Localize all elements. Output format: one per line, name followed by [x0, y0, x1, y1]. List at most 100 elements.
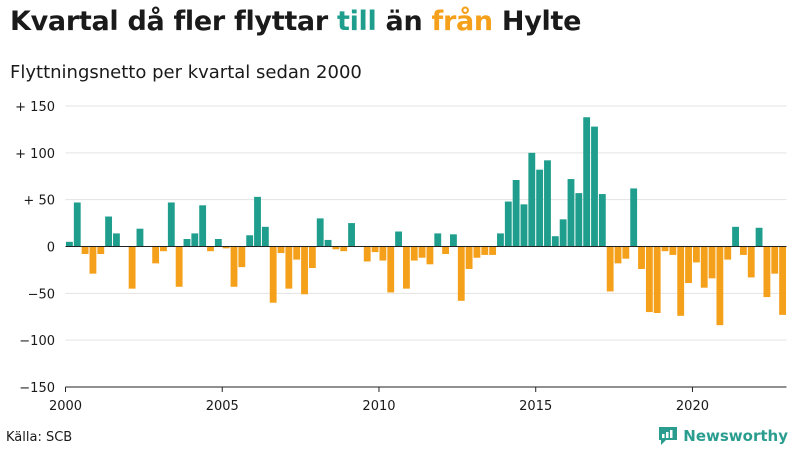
bar	[669, 246, 677, 255]
bar	[316, 218, 324, 247]
bar	[324, 239, 332, 247]
bar	[591, 126, 598, 247]
bar	[238, 246, 246, 268]
bar	[426, 246, 434, 265]
bar	[214, 239, 222, 247]
source-note: Källa: SCB	[6, 430, 73, 445]
y-tick-label: 0	[47, 241, 55, 256]
bar	[700, 246, 708, 288]
bar	[465, 246, 473, 269]
bar	[434, 233, 442, 247]
x-tick-label: 2005	[206, 399, 239, 414]
bar	[536, 169, 544, 247]
bar	[567, 179, 575, 247]
bar	[379, 246, 387, 261]
bar	[544, 160, 551, 247]
bar	[66, 241, 73, 247]
bar	[136, 228, 144, 247]
bars	[66, 117, 786, 326]
bar	[763, 246, 771, 298]
x-axis: 2000 2005 2010 2015 2020	[49, 386, 787, 414]
bar	[113, 233, 120, 247]
bar	[677, 246, 685, 316]
bar	[402, 246, 410, 289]
bar	[363, 246, 371, 262]
y-tick-label: −150	[19, 381, 55, 396]
brand-name: Newsworthy	[683, 427, 788, 445]
bar	[732, 226, 739, 247]
bar	[645, 246, 653, 313]
y-axis: + 150 + 100 + 50 0 −50 −100 −150	[15, 100, 787, 396]
bar	[207, 246, 214, 252]
bar	[716, 246, 724, 326]
bar	[254, 196, 261, 247]
newsworthy-logo-icon	[659, 427, 678, 445]
bar	[755, 227, 763, 247]
bar	[269, 246, 277, 303]
bar	[175, 246, 183, 287]
bar	[747, 246, 755, 278]
bar	[575, 193, 583, 247]
bar	[559, 219, 567, 247]
bar	[167, 202, 175, 247]
y-tick-label: −100	[19, 334, 55, 349]
bar	[89, 246, 97, 274]
bar	[457, 246, 465, 301]
bar	[128, 246, 136, 289]
bar	[583, 117, 591, 247]
title-end: Hylte	[492, 6, 582, 37]
bar	[739, 246, 747, 255]
bar	[692, 246, 700, 263]
bar	[191, 233, 199, 247]
x-tick-label: 2015	[519, 399, 552, 414]
bar	[450, 234, 457, 247]
chart-title: Kvartal då fler flyttar till än från Hyl…	[10, 6, 581, 37]
bar	[520, 204, 528, 247]
bar	[481, 246, 489, 255]
title-mid: än	[376, 6, 432, 37]
brand-logo[interactable]: Newsworthy	[657, 426, 788, 446]
bar	[199, 205, 207, 247]
bar	[73, 202, 81, 247]
bar	[222, 246, 230, 249]
bar	[606, 246, 614, 292]
bar	[497, 233, 504, 247]
bar	[685, 246, 692, 284]
y-tick-label: + 100	[15, 147, 55, 162]
bar	[512, 180, 520, 247]
x-tick-label: 2010	[362, 399, 395, 414]
bar	[348, 223, 355, 247]
bar	[332, 246, 340, 250]
bar	[395, 231, 402, 247]
bar	[230, 246, 238, 287]
bar	[661, 246, 669, 252]
bar	[371, 246, 379, 253]
title-till: till	[336, 6, 377, 37]
chart-subtitle: Flyttningsnetto per kvartal sedan 2000	[10, 62, 362, 83]
bar	[285, 246, 293, 289]
bar	[638, 246, 645, 269]
bar	[653, 246, 661, 313]
bar	[724, 246, 732, 260]
bar	[418, 246, 426, 258]
bar	[183, 239, 191, 247]
title-part1: Kvartal då fler flyttar	[10, 6, 337, 37]
bar	[630, 188, 638, 247]
bar	[81, 246, 89, 254]
bar	[246, 235, 254, 247]
bar	[261, 226, 269, 247]
y-tick-label: −50	[28, 287, 55, 302]
bar	[504, 201, 512, 247]
bar	[308, 246, 316, 269]
bar	[105, 216, 113, 247]
bar	[614, 246, 622, 264]
y-tick-label: + 150	[15, 100, 55, 115]
bar	[598, 194, 606, 247]
bar	[489, 246, 497, 255]
y-tick-label: + 50	[23, 194, 55, 209]
bar	[387, 246, 395, 293]
bar	[473, 246, 481, 258]
bar	[301, 246, 308, 295]
bar	[442, 246, 450, 254]
